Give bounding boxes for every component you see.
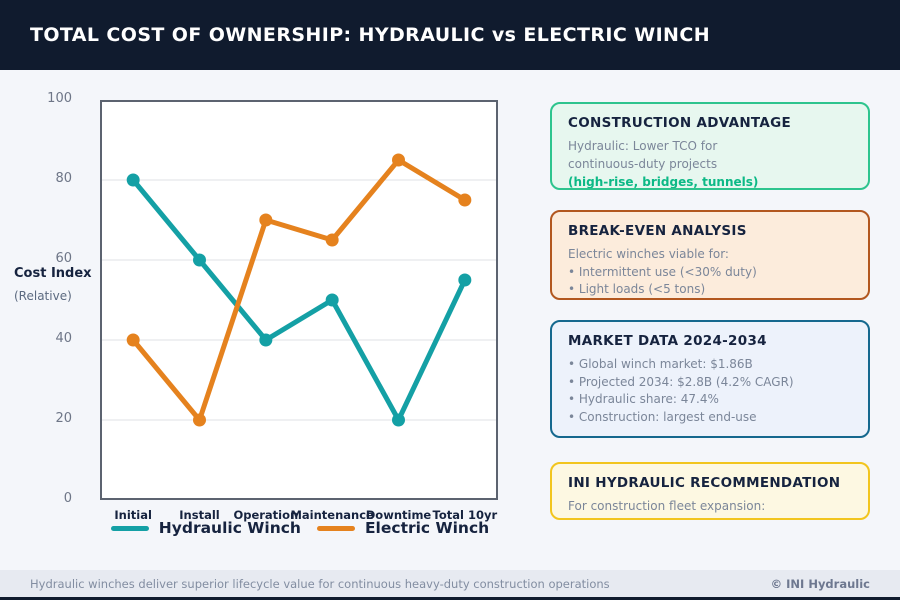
tco-line-chart	[100, 100, 498, 500]
legend-label: Hydraulic Winch	[158, 519, 301, 537]
panel-body: Hydraulic: Lower TCO for continuous-duty …	[568, 138, 852, 173]
panel-body: Electric winches viable for: • Intermitte…	[568, 246, 852, 298]
y-axis-subtitle: (Relative)	[14, 289, 72, 303]
data-point	[325, 233, 339, 247]
header-bar: TOTAL COST OF OWNERSHIP: HYDRAULIC vs EL…	[0, 0, 900, 70]
panel-break-even-analysis: BREAK-EVEN ANALYSIS Electric winches via…	[550, 210, 870, 300]
bottom-accent-bar	[0, 597, 900, 600]
panel-body: • Global winch market: $1.86B • Projected…	[568, 356, 852, 426]
footer-copyright: © INI Hydraulic	[770, 576, 870, 591]
panel-text-line: Hydraulic: Lower TCO for	[568, 139, 718, 153]
legend-swatch	[316, 525, 355, 531]
series-line-hydraulic-winch	[130, 177, 468, 423]
legend-swatch	[110, 525, 149, 531]
x-tick-label: Install	[179, 508, 220, 522]
panel-highlight-text: (high-rise, bridges, tunnels)	[568, 175, 759, 189]
legend-label: Electric Winch	[364, 519, 490, 537]
x-tick-label: Maintenance	[290, 508, 374, 522]
data-point	[325, 293, 339, 307]
data-point	[126, 173, 140, 187]
panel-text-line: Electric winches viable for:	[568, 247, 729, 261]
panel-title: BREAK-EVEN ANALYSIS	[568, 223, 747, 239]
panel-text-line: • Intermittent use (<30% duty)	[568, 264, 757, 279]
page-title: TOTAL COST OF OWNERSHIP: HYDRAULIC vs EL…	[30, 24, 710, 46]
y-tick-label: 60	[55, 251, 72, 266]
panel-text-line: • Projected 2034: $2.8B (4.2% CAGR)	[568, 374, 794, 389]
data-point	[458, 273, 472, 287]
y-axis-title: Cost Index	[14, 266, 92, 281]
y-tick-label: 20	[55, 411, 72, 426]
panel-text-line: • Hydraulic share: 47.4%	[568, 392, 719, 406]
y-tick-label: 0	[63, 491, 72, 506]
data-point	[458, 193, 472, 207]
x-tick-label: Initial	[114, 508, 152, 522]
panel-text-line: For construction fleet expansion:	[568, 499, 766, 513]
data-point	[193, 413, 206, 427]
data-point	[259, 213, 273, 227]
data-point	[126, 333, 140, 347]
chart-legend: Hydraulic Winch Electric Winch	[80, 519, 520, 537]
y-tick-label: 80	[55, 171, 72, 186]
legend-item-hydraulic-winch: Hydraulic Winch	[110, 519, 301, 537]
panel-body: For construction fleet expansion:	[568, 498, 852, 516]
data-point	[193, 253, 206, 267]
x-tick-label: Total 10yr	[432, 508, 498, 522]
plot-border	[100, 100, 498, 500]
panel-text-line: • Light loads (<5 tons)	[568, 282, 706, 296]
panel-text-line: continuous-duty projects	[568, 156, 718, 171]
footer-bar: Hydraulic winches deliver superior lifec…	[0, 570, 900, 597]
data-point	[259, 333, 273, 347]
x-tick-label: Downtime	[365, 508, 432, 522]
y-tick-label: 40	[55, 331, 72, 346]
panel-market-data: MARKET DATA 2024-2034 • Global winch mar…	[550, 320, 870, 438]
legend-item-electric-winch: Electric Winch	[316, 519, 490, 537]
x-tick-label: Operation	[233, 508, 299, 522]
panel-title: CONSTRUCTION ADVANTAGE	[568, 115, 792, 131]
data-point	[392, 413, 405, 427]
panel-construction-advantage: CONSTRUCTION ADVANTAGE Hydraulic: Lower …	[550, 102, 870, 190]
series-line-electric-winch	[130, 157, 468, 423]
panel-title: INI HYDRAULIC RECOMMENDATION	[568, 475, 841, 491]
data-point	[392, 153, 405, 167]
y-tick-label: 100	[47, 91, 72, 106]
footer-note: Hydraulic winches deliver superior lifec…	[30, 576, 610, 591]
panel-ini-recommendation: INI HYDRAULIC RECOMMENDATION For constru…	[550, 462, 870, 520]
panel-text-line: • Construction: largest end-use	[568, 409, 757, 424]
panel-text-line: • Global winch market: $1.86B	[568, 357, 753, 371]
line-chart-plot-area	[100, 100, 498, 500]
panel-title: MARKET DATA 2024-2034	[568, 333, 767, 349]
